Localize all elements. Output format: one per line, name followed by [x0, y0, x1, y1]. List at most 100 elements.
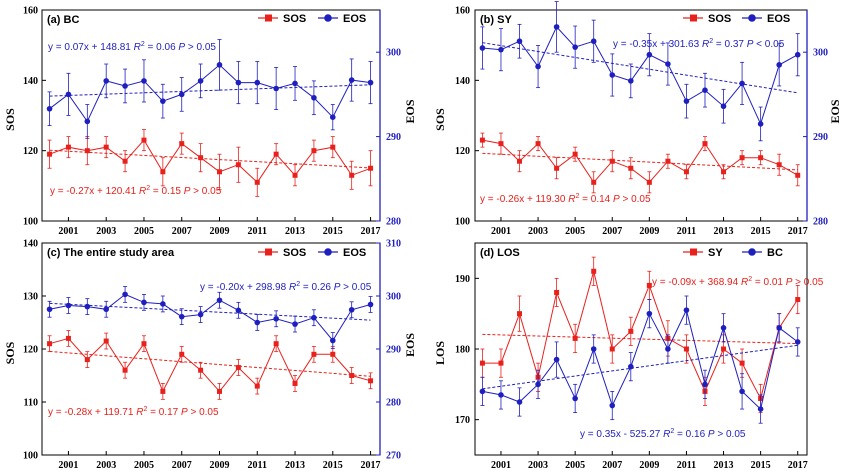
legend-entry: SY [683, 247, 723, 259]
data-point [757, 406, 764, 412]
y2-tick-label: 300 [813, 48, 828, 59]
data-point [535, 63, 541, 70]
series-sos [47, 330, 374, 400]
data-point [739, 360, 745, 366]
data-point [535, 381, 541, 388]
data-point [311, 148, 317, 154]
legend-marker [748, 248, 756, 256]
y2-axis-title: EOS [403, 99, 417, 123]
data-point [348, 306, 355, 313]
x-tick-label: 2013 [714, 460, 734, 471]
data-point [739, 155, 745, 161]
x-tick-label: 2015 [323, 226, 343, 237]
data-point [572, 151, 578, 157]
data-point [776, 325, 782, 331]
data-point [179, 141, 185, 147]
regression-annotation: y = 0.35x - 525.27 R2 = 0.16 P > 0.05 [580, 428, 746, 440]
x-tick-label: 2005 [134, 460, 154, 471]
data-point [311, 314, 317, 321]
data-point [517, 158, 523, 164]
x-tick-label: 2013 [714, 226, 734, 237]
y-tick-label: 180 [455, 345, 470, 356]
panel-label: (d) LOS [480, 247, 520, 259]
data-point [572, 395, 578, 402]
x-tick-label: 2009 [639, 226, 659, 237]
x-tick-label: 2001 [58, 226, 78, 237]
x-tick-label: 2011 [248, 226, 267, 237]
data-point [776, 62, 782, 68]
data-point [273, 315, 279, 322]
y-tick-label: 130 [23, 292, 38, 303]
legend-label: SOS [283, 247, 306, 259]
data-point [84, 303, 91, 310]
data-point [609, 346, 615, 352]
data-point [794, 339, 801, 345]
data-point [627, 363, 634, 370]
series-line [482, 26, 798, 126]
x-tick-label: 2017 [361, 226, 381, 237]
data-point [609, 72, 616, 78]
legend-entry: SOS [258, 13, 306, 25]
series-bc [479, 295, 801, 424]
data-point [368, 378, 374, 384]
data-point [103, 144, 109, 150]
data-point [235, 79, 242, 86]
data-point [160, 98, 166, 104]
data-point [646, 310, 653, 317]
data-point [65, 91, 72, 98]
y-tick-label: 160 [455, 6, 470, 17]
legend-entry: SOS [683, 13, 731, 25]
data-point [329, 337, 336, 344]
y2-tick-label: 280 [386, 398, 401, 409]
data-point [273, 341, 279, 347]
data-point [739, 80, 745, 87]
legend-entry: EOS [318, 13, 366, 25]
regression-annotation: y = -0.35x + 301.63 R2 = 0.37 P < 0.05 [613, 38, 785, 50]
y-axis-title: LOS [433, 341, 447, 365]
data-point [292, 80, 298, 87]
data-point [84, 357, 90, 363]
x-tick-label: 2007 [602, 226, 622, 237]
x-tick-label: 2001 [491, 226, 511, 237]
series-line [49, 64, 371, 123]
legend-entry: BC [742, 247, 783, 259]
y2-axis-title: EOS [403, 333, 417, 357]
data-point [646, 282, 652, 288]
data-point [739, 388, 745, 395]
legend-marker [690, 14, 697, 22]
y-tick-label: 140 [23, 76, 38, 87]
data-point [702, 87, 708, 93]
data-point [795, 172, 801, 178]
data-point [254, 319, 261, 326]
y-tick-label: 140 [23, 239, 38, 250]
series-eos [46, 286, 374, 349]
data-point [702, 141, 708, 147]
data-point [535, 141, 541, 147]
regression-annotation: y = -0.09x + 368.94 R2 = 0.01 P > 0.05 [652, 276, 824, 288]
x-tick-label: 2009 [209, 226, 229, 237]
data-point [103, 338, 109, 344]
chart-panel-3: 2001 2003 2005 2007 2009 2011 2013 2015 2017 100 1… [3, 239, 417, 472]
data-point [367, 79, 374, 86]
legend-marker [690, 248, 697, 256]
legend-marker [265, 14, 272, 22]
data-point [683, 169, 689, 175]
data-point [498, 46, 504, 53]
data-point [178, 313, 185, 320]
y-tick-label: 120 [23, 345, 38, 356]
data-point [646, 51, 653, 58]
series-line [482, 271, 799, 400]
data-point [292, 321, 298, 327]
y2-tick-label: 300 [386, 292, 401, 303]
data-point [235, 307, 242, 314]
data-point [721, 169, 727, 175]
series-sos [47, 129, 374, 197]
legend-label: EOS [343, 247, 366, 259]
series-sos [479, 132, 801, 194]
series-eos [479, 1, 801, 142]
data-point [368, 165, 374, 171]
series-line [49, 139, 371, 184]
x-tick-label: 2015 [751, 460, 771, 471]
regression-annotation: y = -0.20x + 298.98 R2 = 0.26 P > 0.05 [200, 281, 372, 293]
data-point [46, 105, 53, 112]
